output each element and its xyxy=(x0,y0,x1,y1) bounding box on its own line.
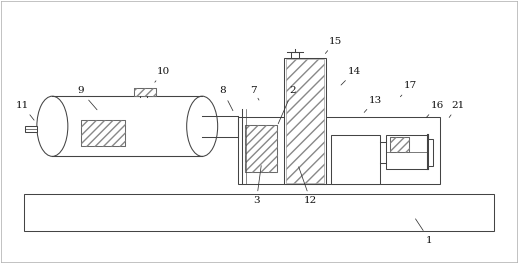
Text: 15: 15 xyxy=(325,37,342,53)
Text: 16: 16 xyxy=(426,101,444,118)
Text: 7: 7 xyxy=(251,87,259,100)
Bar xyxy=(332,135,380,184)
Bar xyxy=(291,53,299,58)
Ellipse shape xyxy=(186,96,218,156)
Bar xyxy=(81,120,125,146)
Text: 17: 17 xyxy=(400,81,417,97)
Text: 8: 8 xyxy=(220,87,233,111)
Bar xyxy=(284,58,326,184)
Bar xyxy=(134,88,156,96)
Bar xyxy=(390,138,409,152)
Text: 14: 14 xyxy=(341,67,361,85)
Bar xyxy=(238,117,440,184)
Bar xyxy=(52,96,202,156)
Bar xyxy=(134,88,156,96)
Bar xyxy=(286,59,324,183)
Text: 9: 9 xyxy=(78,87,97,110)
Text: 10: 10 xyxy=(155,67,170,82)
Text: 1: 1 xyxy=(415,219,433,245)
Bar xyxy=(244,125,277,172)
Text: 3: 3 xyxy=(253,166,261,205)
Bar xyxy=(24,194,494,231)
Text: 2: 2 xyxy=(278,87,296,124)
Ellipse shape xyxy=(37,96,68,156)
Bar xyxy=(25,126,37,132)
Text: 12: 12 xyxy=(299,167,318,205)
Bar xyxy=(81,120,125,146)
Text: 21: 21 xyxy=(449,101,465,118)
Bar xyxy=(385,135,428,169)
Bar xyxy=(244,125,277,172)
Text: 13: 13 xyxy=(364,96,382,112)
Text: 11: 11 xyxy=(16,101,34,120)
Bar xyxy=(390,138,409,152)
Bar xyxy=(52,97,202,156)
Bar xyxy=(428,139,433,166)
